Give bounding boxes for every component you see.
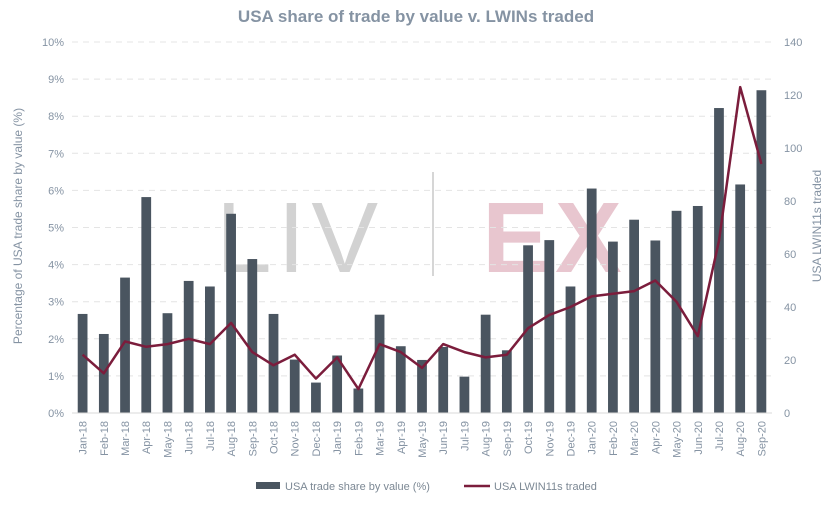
x-tick-label: May-18 bbox=[162, 421, 174, 458]
x-tick-label: Dec-19 bbox=[565, 421, 577, 456]
x-tick-label: Mar-19 bbox=[375, 421, 387, 456]
bar bbox=[544, 240, 555, 413]
bar bbox=[565, 286, 576, 413]
x-tick-label: Nov-18 bbox=[290, 421, 302, 456]
x-tick-label: Jul-18 bbox=[205, 421, 217, 451]
y-left-tick-label: 3% bbox=[48, 297, 64, 309]
y-right-tick-label: 100 bbox=[784, 143, 802, 155]
x-tick-label: Nov-19 bbox=[544, 421, 556, 456]
y-right-tick-label: 0 bbox=[784, 408, 790, 420]
x-tick-label: Jul-19 bbox=[459, 421, 471, 451]
x-tick-label: Aug-18 bbox=[226, 421, 238, 456]
y-right-tick-label: 40 bbox=[784, 302, 796, 314]
x-tick-label: Jan-20 bbox=[587, 421, 599, 455]
bar bbox=[162, 313, 173, 413]
y-left-tick-label: 0% bbox=[48, 408, 64, 420]
bar bbox=[311, 382, 321, 413]
x-tick-label: Feb-19 bbox=[353, 421, 365, 456]
bar bbox=[756, 90, 767, 413]
bar bbox=[374, 314, 385, 413]
chart-title: USA share of trade by value v. LWINs tra… bbox=[238, 7, 594, 26]
bar bbox=[205, 286, 215, 413]
bar bbox=[332, 355, 343, 413]
x-tick-label: Feb-18 bbox=[99, 421, 111, 456]
x-tick-label: Jun-18 bbox=[184, 421, 196, 455]
bar bbox=[692, 205, 703, 413]
y-left-tick-label: 4% bbox=[48, 260, 64, 272]
y-left-tick-label: 7% bbox=[48, 148, 64, 160]
watermark-right-text: EX bbox=[482, 182, 627, 294]
watermark-left-text: LIV bbox=[216, 182, 384, 294]
x-tick-label: Oct-19 bbox=[523, 421, 535, 454]
bar bbox=[735, 184, 746, 413]
y-right-tick-label: 140 bbox=[784, 37, 802, 49]
bar bbox=[714, 108, 724, 414]
y-right-tick-label: 80 bbox=[784, 196, 796, 208]
x-tick-label: Jul-20 bbox=[714, 421, 726, 451]
y-left-tick-label: 1% bbox=[48, 371, 64, 383]
x-tick-label: Apr-20 bbox=[650, 421, 662, 454]
bar bbox=[671, 210, 682, 413]
bar bbox=[226, 213, 236, 413]
y-left-tick-label: 2% bbox=[48, 334, 64, 346]
x-tick-label: Aug-20 bbox=[735, 421, 747, 456]
x-tick-label: Jan-18 bbox=[78, 421, 90, 455]
legend-bar-label: USA trade share by value (%) bbox=[285, 481, 430, 493]
y-right-tick-label: 60 bbox=[784, 249, 796, 261]
x-tick-label: Apr-19 bbox=[396, 421, 408, 454]
bar bbox=[77, 313, 88, 413]
x-tick-label: Mar-18 bbox=[120, 421, 132, 456]
x-tick-label: May-20 bbox=[672, 421, 684, 458]
x-tick-label: Dec-18 bbox=[311, 421, 323, 456]
x-tick-label: Feb-20 bbox=[608, 421, 620, 456]
x-tick-label: Sep-20 bbox=[756, 421, 768, 456]
bar bbox=[459, 376, 470, 413]
bar bbox=[480, 314, 491, 413]
bar bbox=[417, 359, 427, 413]
bar bbox=[268, 313, 279, 413]
x-tick-label: Oct-18 bbox=[269, 421, 281, 454]
bar bbox=[650, 240, 661, 413]
y-right-tick-label: 120 bbox=[784, 90, 802, 102]
legend: USA trade share by value (%) USA LWIN11s… bbox=[256, 481, 597, 493]
bar bbox=[247, 259, 258, 413]
legend-line-label: USA LWIN11s traded bbox=[494, 481, 597, 493]
series-line bbox=[81, 85, 763, 391]
y-left-tick-label: 6% bbox=[48, 185, 64, 197]
y-left-tick-label: 5% bbox=[48, 223, 64, 235]
x-tick-label: Aug-19 bbox=[481, 421, 493, 456]
y-left-tick-label: 9% bbox=[48, 74, 64, 86]
x-tick-label: Mar-20 bbox=[629, 421, 641, 456]
bar bbox=[141, 197, 152, 413]
x-tick-label: May-19 bbox=[417, 421, 429, 458]
x-tick-label: Jun-19 bbox=[438, 421, 450, 455]
x-tick-label: Apr-18 bbox=[141, 421, 153, 454]
x-tick-label: Sep-19 bbox=[502, 421, 514, 456]
y-left-tick-label: 10% bbox=[42, 37, 64, 49]
bar bbox=[120, 277, 130, 413]
x-tick-label: Jan-19 bbox=[332, 421, 344, 455]
bar bbox=[289, 359, 300, 413]
y-axis-right-label: USA LWIN11s traded bbox=[810, 170, 824, 282]
bar bbox=[608, 241, 618, 413]
bar bbox=[353, 388, 364, 413]
bar bbox=[183, 280, 194, 413]
x-tick-label: Jun-20 bbox=[693, 421, 705, 455]
y-right-tick-label: 20 bbox=[784, 355, 796, 367]
bar bbox=[395, 346, 406, 413]
y-axis-left-label: Percentage of USA trade share by value (… bbox=[11, 108, 25, 344]
bar bbox=[586, 188, 597, 413]
x-tick-label: Sep-18 bbox=[247, 421, 259, 456]
bar bbox=[501, 350, 512, 413]
legend-bar-swatch bbox=[256, 482, 280, 489]
y-left-tick-label: 8% bbox=[48, 111, 64, 123]
bar bbox=[629, 219, 639, 413]
bar bbox=[438, 346, 449, 413]
